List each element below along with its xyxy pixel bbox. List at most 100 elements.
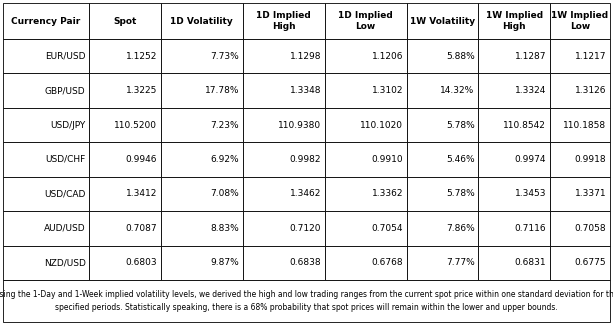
Text: 1D Volatility: 1D Volatility xyxy=(170,17,233,25)
Text: 1W Implied
High: 1W Implied High xyxy=(485,11,543,31)
Text: 1.3462: 1.3462 xyxy=(290,189,321,199)
Text: 1.3102: 1.3102 xyxy=(371,86,403,95)
Text: EUR/USD: EUR/USD xyxy=(45,52,86,61)
Text: GBP/USD: GBP/USD xyxy=(45,86,86,95)
Text: 1W Implied
Low: 1W Implied Low xyxy=(551,11,609,31)
Bar xyxy=(550,246,610,280)
Text: Using the 1-Day and 1-Week implied volatility levels, we derived the high and lo: Using the 1-Day and 1-Week implied volat… xyxy=(0,290,613,312)
Bar xyxy=(550,39,610,73)
Text: 110.5200: 110.5200 xyxy=(114,121,157,130)
Bar xyxy=(3,246,89,280)
Text: 110.9380: 110.9380 xyxy=(278,121,321,130)
Text: 1.3348: 1.3348 xyxy=(289,86,321,95)
Bar xyxy=(89,108,161,142)
Text: USD/JPY: USD/JPY xyxy=(50,121,86,130)
Text: 0.9910: 0.9910 xyxy=(371,155,403,164)
Text: 1.1252: 1.1252 xyxy=(126,52,157,61)
Bar xyxy=(3,280,610,322)
Text: 0.9982: 0.9982 xyxy=(289,155,321,164)
Text: 1.3362: 1.3362 xyxy=(371,189,403,199)
Bar xyxy=(3,142,89,177)
Bar xyxy=(161,211,243,246)
Bar xyxy=(550,108,610,142)
Text: 110.8542: 110.8542 xyxy=(503,121,546,130)
Text: 0.9974: 0.9974 xyxy=(515,155,546,164)
Bar xyxy=(3,73,89,108)
Text: USD/CHF: USD/CHF xyxy=(45,155,86,164)
Bar xyxy=(3,177,89,211)
Bar xyxy=(406,177,478,211)
Bar xyxy=(478,39,550,73)
Text: 0.6831: 0.6831 xyxy=(514,258,546,267)
Bar xyxy=(161,3,243,39)
Bar xyxy=(406,142,478,177)
Text: 7.23%: 7.23% xyxy=(210,121,239,130)
Text: 1.1217: 1.1217 xyxy=(575,52,606,61)
Bar xyxy=(325,246,406,280)
Text: 110.1020: 110.1020 xyxy=(360,121,403,130)
Bar xyxy=(3,211,89,246)
Bar xyxy=(550,142,610,177)
Bar xyxy=(89,39,161,73)
Text: 7.86%: 7.86% xyxy=(446,224,474,233)
Text: 1.1298: 1.1298 xyxy=(289,52,321,61)
Text: 1.1206: 1.1206 xyxy=(371,52,403,61)
Text: 1.3324: 1.3324 xyxy=(515,86,546,95)
Bar xyxy=(243,211,325,246)
Bar xyxy=(478,211,550,246)
Bar xyxy=(243,246,325,280)
Text: 7.08%: 7.08% xyxy=(210,189,239,199)
Text: 5.88%: 5.88% xyxy=(446,52,474,61)
Bar xyxy=(89,142,161,177)
Bar xyxy=(3,108,89,142)
Text: 8.83%: 8.83% xyxy=(210,224,239,233)
Bar xyxy=(325,142,406,177)
Text: 0.9918: 0.9918 xyxy=(575,155,606,164)
Text: 0.6775: 0.6775 xyxy=(575,258,606,267)
Bar xyxy=(406,39,478,73)
Bar xyxy=(161,39,243,73)
Text: 0.6768: 0.6768 xyxy=(371,258,403,267)
Bar xyxy=(550,177,610,211)
Bar xyxy=(161,142,243,177)
Text: 7.73%: 7.73% xyxy=(210,52,239,61)
Bar xyxy=(89,3,161,39)
Bar xyxy=(325,39,406,73)
Bar xyxy=(161,108,243,142)
Bar xyxy=(406,73,478,108)
Bar xyxy=(478,3,550,39)
Text: 0.9946: 0.9946 xyxy=(126,155,157,164)
Bar xyxy=(325,3,406,39)
Text: 1.3371: 1.3371 xyxy=(575,189,606,199)
Bar xyxy=(3,3,89,39)
Bar xyxy=(89,73,161,108)
Bar xyxy=(243,3,325,39)
Text: 5.46%: 5.46% xyxy=(446,155,474,164)
Text: 1D Implied
Low: 1D Implied Low xyxy=(338,11,393,31)
Bar xyxy=(161,177,243,211)
Bar xyxy=(550,3,610,39)
Bar xyxy=(243,39,325,73)
Text: 0.7087: 0.7087 xyxy=(126,224,157,233)
Text: 5.78%: 5.78% xyxy=(446,121,474,130)
Text: 0.6803: 0.6803 xyxy=(126,258,157,267)
Bar xyxy=(478,142,550,177)
Bar xyxy=(325,73,406,108)
Bar xyxy=(161,73,243,108)
Bar xyxy=(243,177,325,211)
Bar xyxy=(161,246,243,280)
Bar xyxy=(406,211,478,246)
Bar xyxy=(478,108,550,142)
Text: 0.7120: 0.7120 xyxy=(289,224,321,233)
Text: 1.3453: 1.3453 xyxy=(515,189,546,199)
Text: 6.92%: 6.92% xyxy=(210,155,239,164)
Text: 1.3412: 1.3412 xyxy=(126,189,157,199)
Bar xyxy=(478,73,550,108)
Text: 0.6838: 0.6838 xyxy=(289,258,321,267)
Bar xyxy=(325,177,406,211)
Bar xyxy=(243,73,325,108)
Bar xyxy=(325,108,406,142)
Text: AUD/USD: AUD/USD xyxy=(44,224,86,233)
Text: 5.78%: 5.78% xyxy=(446,189,474,199)
Text: 17.78%: 17.78% xyxy=(205,86,239,95)
